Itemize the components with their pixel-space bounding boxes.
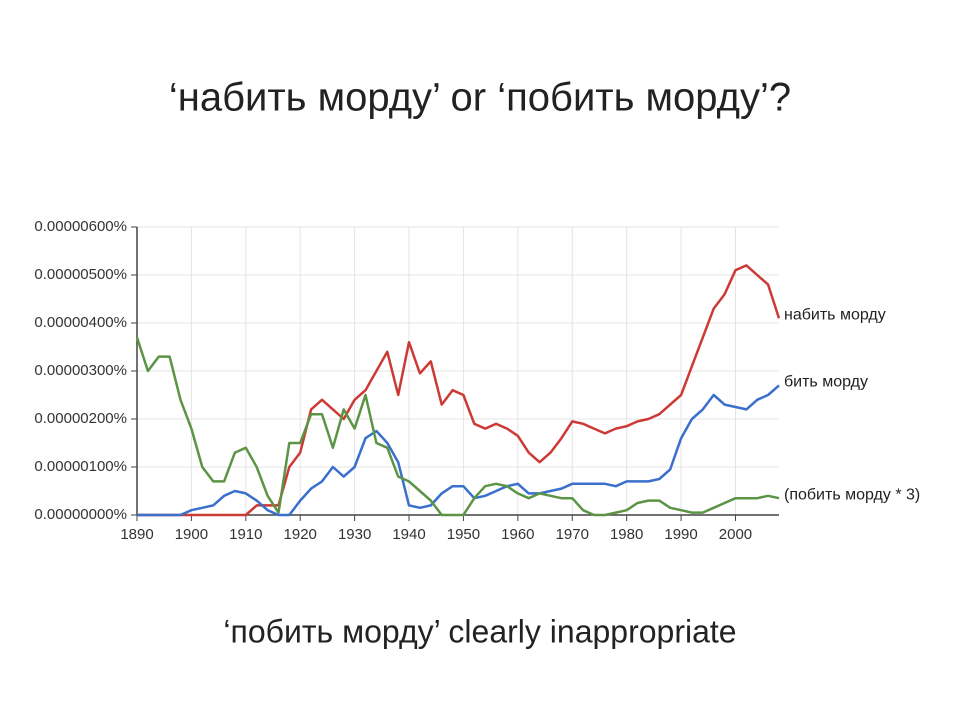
- legend-label: бить морду: [784, 374, 868, 391]
- legend-label: (побить морду * 3): [784, 486, 920, 503]
- series-line: [137, 264, 781, 517]
- y-tick-label: 0.00000100%: [34, 458, 127, 475]
- slide-title: ‘набить морду’ or ‘побить морду’?: [169, 76, 791, 120]
- x-tick-label: 2000: [719, 526, 752, 543]
- legend-label: набить морду: [784, 306, 886, 323]
- y-tick-label: 0.00000200%: [34, 410, 127, 427]
- x-tick-label: 1930: [338, 526, 371, 543]
- y-tick-label: 0.00000000%: [34, 506, 127, 523]
- x-tick-label: 1950: [447, 526, 480, 543]
- y-tick-label: 0.00000600%: [34, 218, 127, 235]
- x-tick-label: 1960: [501, 526, 534, 543]
- series-line: [135, 337, 780, 517]
- x-tick-label: 1940: [392, 526, 425, 543]
- x-tick-label: 1980: [610, 526, 643, 543]
- y-tick-label: 0.00000300%: [34, 362, 127, 379]
- x-tick-label: 1920: [284, 526, 317, 543]
- x-tick-label: 1970: [556, 526, 589, 543]
- x-tick-label: 1990: [664, 526, 697, 543]
- y-tick-label: 0.00000400%: [34, 314, 127, 331]
- slide-caption: ‘побить морду’ clearly inappropriate: [223, 613, 736, 649]
- x-tick-label: 1900: [175, 526, 208, 543]
- y-tick-label: 0.00000500%: [34, 266, 127, 283]
- series-line: [137, 384, 780, 517]
- x-tick-label: 1890: [120, 526, 153, 543]
- x-tick-label: 1910: [229, 526, 262, 543]
